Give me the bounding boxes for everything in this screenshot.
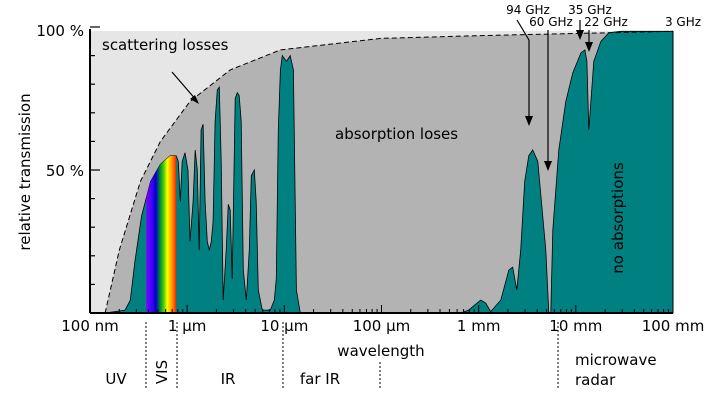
x-tick-label: 100 mm	[642, 317, 705, 335]
annotation-arrows	[171, 19, 590, 165]
region-far-ir: far IR	[300, 370, 340, 388]
y-axis-label: relative transmission	[16, 93, 34, 250]
region-uv: UV	[105, 370, 127, 388]
region-vis: VIS	[153, 360, 171, 384]
label-22ghz: 22 GHz	[584, 15, 628, 29]
arrow-94ghz	[516, 19, 530, 120]
x-tick-label: 100 nm	[61, 317, 119, 335]
y-tick-label: 50 %	[46, 162, 84, 180]
y-tick-label: 100 %	[36, 22, 84, 40]
annotation-no-absorptions: no absorptions	[609, 162, 627, 274]
x-tick-label: 10 µm	[260, 317, 308, 335]
x-tick-label: 1 µm	[168, 317, 206, 335]
label-3ghz: 3 GHz	[665, 15, 701, 29]
label-94ghz: 94 GHz	[506, 3, 550, 17]
axes	[89, 26, 674, 314]
x-tick-label: 10 mm	[549, 317, 602, 335]
region-radar: radar	[575, 371, 616, 389]
x-tick-label: 100 µm	[353, 317, 411, 335]
x-tick-label: 1 mm	[457, 317, 501, 335]
annotation-absorption: absorption loses	[335, 125, 458, 143]
label-60ghz: 60 GHz	[529, 15, 573, 29]
region-dividers	[145, 322, 559, 388]
region-microwave: microwave	[575, 351, 657, 369]
transmission-area	[105, 30, 674, 314]
scattering-curve	[104, 30, 674, 314]
annotation-scattering: scattering losses	[102, 36, 229, 54]
x-axis-label: wavelength	[337, 342, 424, 360]
region-ir: IR	[221, 370, 236, 388]
arrow-scattering	[171, 71, 198, 102]
label-35ghz: 35 GHz	[568, 3, 612, 17]
